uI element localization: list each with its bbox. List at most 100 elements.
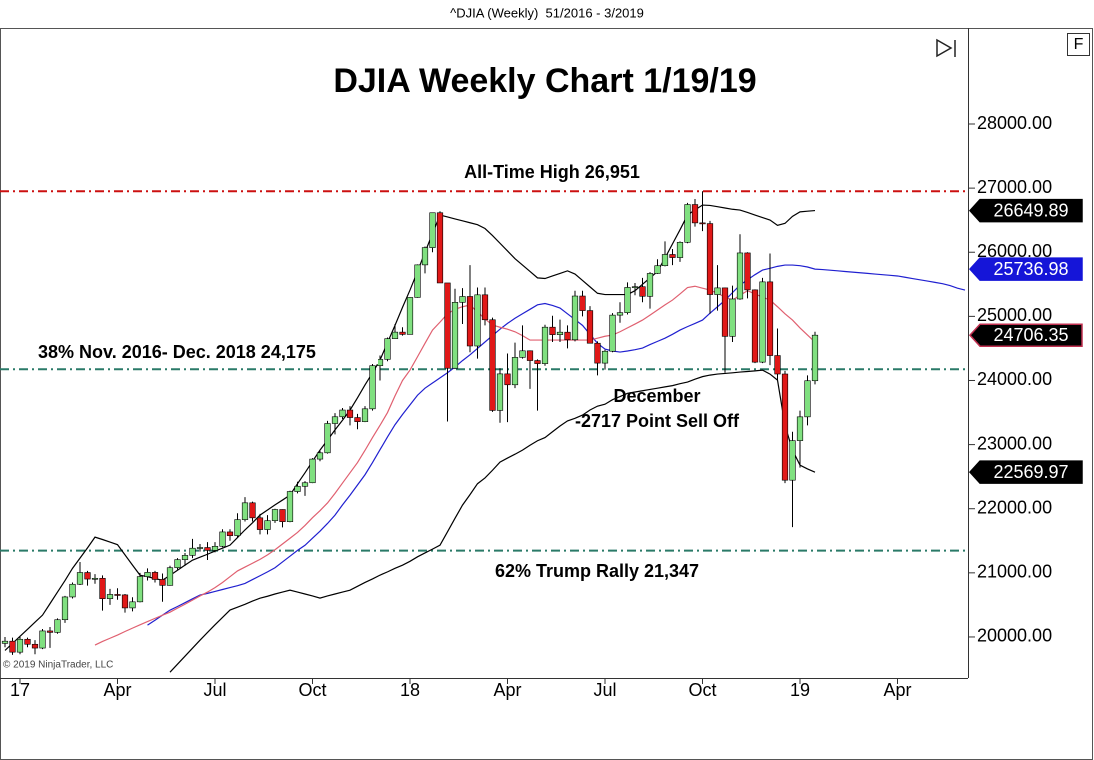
candle-body	[504, 373, 511, 386]
candle-body	[429, 212, 436, 248]
f-button[interactable]	[1067, 33, 1090, 56]
candle-body	[736, 252, 744, 300]
axes: 20000.00 21000.00 22000.00 23000.00 24000.00…	[10, 113, 1083, 700]
candle-body	[579, 295, 586, 311]
candle-body	[624, 287, 631, 313]
y-tick-label: 24000.00	[977, 369, 1052, 389]
x-tick-label: Apr	[103, 680, 131, 700]
candle-body	[511, 357, 519, 386]
candle-body	[31, 643, 39, 649]
candle-body	[1, 640, 9, 644]
candle-body	[811, 334, 819, 382]
candle-body	[601, 350, 609, 364]
candle-body	[669, 254, 676, 258]
candle-body	[549, 326, 556, 335]
annotation: 38% Nov. 2016- Dec. 2018 24,175	[38, 342, 316, 362]
x-tick-label: Oct	[688, 680, 716, 700]
candle-body	[459, 296, 466, 303]
candle-body	[639, 286, 646, 297]
candle-body	[751, 289, 759, 363]
candle-body	[646, 273, 654, 297]
annotation: -2717 Point Sell Off	[575, 411, 740, 431]
annotation: All-Time High 26,951	[464, 162, 640, 182]
candle-body	[271, 509, 279, 521]
candle-body	[309, 458, 316, 484]
candle-body	[294, 485, 301, 492]
candle-body	[541, 326, 549, 364]
candle-body	[106, 594, 114, 599]
candle-body	[166, 567, 174, 586]
candle-body	[631, 286, 639, 288]
play-icon[interactable]	[936, 38, 953, 58]
candle-body	[436, 212, 444, 284]
y-tick-label: 21000.00	[977, 562, 1052, 582]
candle-body	[121, 594, 129, 609]
x-tick-label: 17	[10, 680, 30, 700]
price-tag	[968, 323, 1083, 347]
candle-body	[151, 572, 159, 580]
price-tag	[968, 460, 1083, 484]
candle-body	[324, 423, 331, 454]
annotation-backdrop	[36, 342, 378, 364]
candle-body	[369, 365, 376, 410]
candle-body	[729, 298, 736, 337]
x-tick-label: Apr	[883, 680, 911, 700]
candle-body	[204, 547, 211, 551]
price-tag-label: 24706.35	[993, 325, 1068, 345]
scroll-end-button[interactable]	[936, 38, 956, 58]
candle-body	[99, 577, 106, 599]
candle-body	[759, 281, 766, 363]
candle-body	[654, 265, 661, 274]
candle-body	[196, 547, 204, 549]
candle-body	[69, 583, 76, 598]
candle-body	[256, 517, 264, 530]
candle-body	[421, 247, 429, 266]
y-tick-label: 20000.00	[977, 626, 1052, 646]
candle-body	[301, 482, 309, 487]
x-tick-label: Jul	[203, 680, 226, 700]
price-tag-label: 26649.89	[993, 200, 1068, 220]
f-button-label[interactable]: F	[1074, 36, 1084, 53]
candle-body	[774, 355, 781, 375]
candle-body	[406, 297, 414, 335]
candle-body	[219, 531, 226, 547]
candle-body	[444, 282, 451, 369]
candle-body	[691, 204, 699, 224]
candle-body	[91, 577, 99, 580]
candle-body	[781, 373, 789, 481]
candle-body	[234, 519, 241, 536]
x-tick-label: 18	[400, 680, 420, 700]
candle-body	[286, 491, 294, 522]
price-tag-label: 22569.97	[993, 462, 1068, 482]
x-tick-label: 19	[790, 680, 810, 700]
candle-body	[9, 640, 16, 653]
y-tick-label: 26000.00	[977, 241, 1052, 261]
candle-body	[466, 296, 474, 347]
candle-body	[661, 254, 669, 267]
candle-body	[534, 360, 541, 364]
candle-body	[789, 440, 796, 481]
y-tick-label: 27000.00	[977, 177, 1052, 197]
candle-body	[226, 531, 234, 536]
candle-body	[339, 409, 346, 418]
candle-body	[136, 576, 144, 603]
candle-body	[526, 350, 534, 361]
annotation: December	[613, 386, 700, 406]
candle-body	[24, 638, 31, 645]
y-tick-label: 23000.00	[977, 433, 1052, 453]
candle-body	[796, 416, 804, 441]
candle-body	[174, 559, 181, 569]
candle-body	[144, 572, 151, 577]
candle-body	[676, 242, 684, 258]
y-tick-label: 25000.00	[977, 305, 1052, 325]
y-tick-label: 22000.00	[977, 497, 1052, 517]
candle-body	[721, 287, 729, 337]
candle-body	[564, 331, 571, 341]
candle-body	[519, 350, 526, 358]
candle-body	[61, 596, 69, 621]
price-tag	[968, 257, 1083, 281]
candle-body	[279, 509, 286, 522]
candle-body	[354, 417, 361, 422]
